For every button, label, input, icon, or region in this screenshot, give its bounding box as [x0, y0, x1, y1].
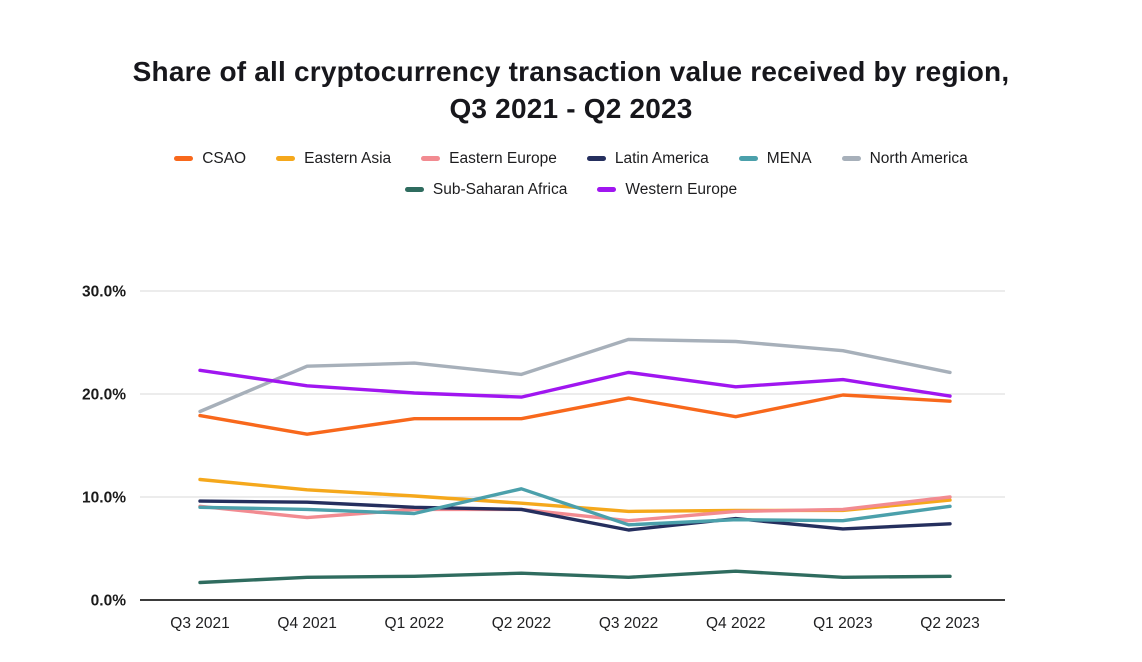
legend-label: MENA: [766, 149, 812, 167]
legend-label: Latin America: [614, 149, 709, 167]
legend-swatch-icon: [597, 187, 617, 193]
chart-svg: 0.0% 10.0% 20.0% 30.0% Q3 2021 Q4 2021 Q1 2022…: [82, 284, 1005, 632]
chart-title-line1: Share of all cryptocurrency transaction …: [132, 56, 1010, 87]
x-tick-label: Q1 2023: [813, 615, 872, 632]
legend-item: Latin America: [586, 149, 709, 168]
legend-label: Eastern Asia: [304, 149, 392, 167]
series-line-north-america: [198, 337, 952, 414]
legend-swatch-icon: [404, 187, 424, 193]
legend-item: Western Europe: [597, 181, 737, 199]
x-tick-label: Q3 2022: [599, 615, 658, 632]
legend-swatch-icon: [421, 156, 441, 162]
x-tick-label: Q3 2021: [170, 615, 229, 632]
legend-item: CSAO: [174, 150, 246, 168]
legend-label: CSAO: [202, 149, 247, 167]
x-tick-label: Q2 2022: [492, 615, 551, 632]
legend-item: Sub-Saharan Africa: [404, 180, 568, 199]
series-line-csao: [198, 393, 952, 436]
legend-label: Eastern Europe: [449, 149, 557, 167]
legend-label: North America: [869, 149, 968, 167]
chart-title-line2: Q3 2021 - Q2 2023: [449, 92, 693, 124]
legend-label: Western Europe: [625, 180, 738, 198]
legend-item: MENA: [738, 149, 812, 168]
legend-swatch-icon: [276, 156, 296, 162]
legend-swatch-icon: [841, 156, 861, 162]
legend-item: Eastern Asia: [276, 150, 391, 168]
chart-title: Share of all cryptocurrency transaction …: [61, 54, 1081, 128]
chart-area: 0.0% 10.0% 20.0% 30.0% Q3 2021 Q4 2021 Q1 2022…: [45, 272, 1020, 652]
series-line-mena: [198, 487, 952, 527]
legend-label: Sub-Saharan Africa: [432, 180, 568, 198]
legend-swatch-icon: [174, 156, 194, 162]
legend-swatch-icon: [738, 156, 758, 162]
series-line-western-europe: [198, 368, 952, 399]
series-line-eastern-europe: [198, 495, 952, 523]
y-tick-label: 10.0%: [82, 490, 126, 507]
y-tick-label: 20.0%: [82, 387, 126, 404]
legend-swatch-icon: [586, 156, 606, 162]
x-tick-label: Q2 2023: [920, 615, 979, 632]
series-line-latin-america: [198, 499, 952, 532]
x-tick-label: Q1 2022: [385, 615, 444, 632]
legend-item: Eastern Europe: [421, 150, 557, 168]
legend-item: North America: [841, 149, 968, 168]
legend: CSAO Eastern Asia Eastern Europe Latin Amer…: [96, 150, 1046, 199]
y-tick-label: 30.0%: [82, 284, 126, 301]
x-tick-label: Q4 2021: [277, 615, 336, 632]
x-tick-label: Q4 2022: [706, 615, 765, 632]
chart-page: Share of all cryptocurrency transaction …: [0, 54, 1142, 662]
series-line-sub-saharan-africa: [198, 569, 952, 585]
y-tick-label: 0.0%: [91, 593, 127, 610]
